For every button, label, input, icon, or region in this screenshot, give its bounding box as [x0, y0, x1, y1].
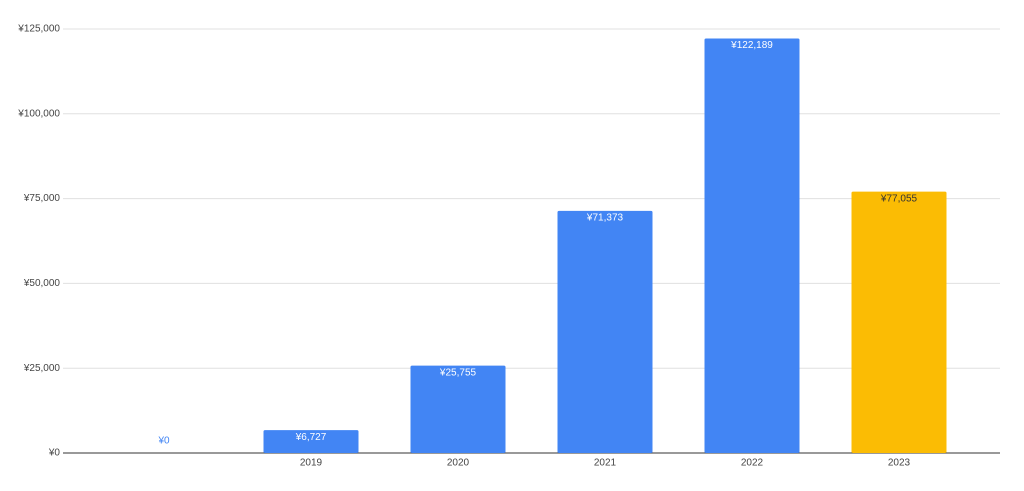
- bar: [851, 191, 947, 453]
- bar: [410, 365, 506, 453]
- bar: [704, 38, 800, 453]
- x-tick-label: 2021: [594, 458, 617, 469]
- bar: [557, 210, 653, 453]
- y-tick-label: ¥0: [48, 448, 61, 459]
- bar: [263, 430, 359, 453]
- x-tick-label: 2023: [888, 458, 911, 469]
- x-tick-label: 2020: [447, 458, 470, 469]
- y-tick-label: ¥25,000: [23, 363, 61, 374]
- y-tick-label: ¥100,000: [17, 108, 60, 119]
- data-label: ¥25,755: [439, 367, 477, 378]
- x-tick-label: 2022: [741, 458, 764, 469]
- data-label: ¥71,373: [586, 213, 624, 224]
- y-tick-label: ¥75,000: [23, 193, 61, 204]
- data-label: ¥77,055: [880, 193, 918, 204]
- data-label: ¥6,727: [295, 432, 327, 443]
- data-label: ¥122,189: [730, 40, 773, 51]
- x-tick-label: 2019: [300, 458, 323, 469]
- y-tick-label: ¥50,000: [23, 278, 61, 289]
- data-label: ¥0: [157, 436, 170, 447]
- y-tick-label: ¥125,000: [17, 24, 60, 35]
